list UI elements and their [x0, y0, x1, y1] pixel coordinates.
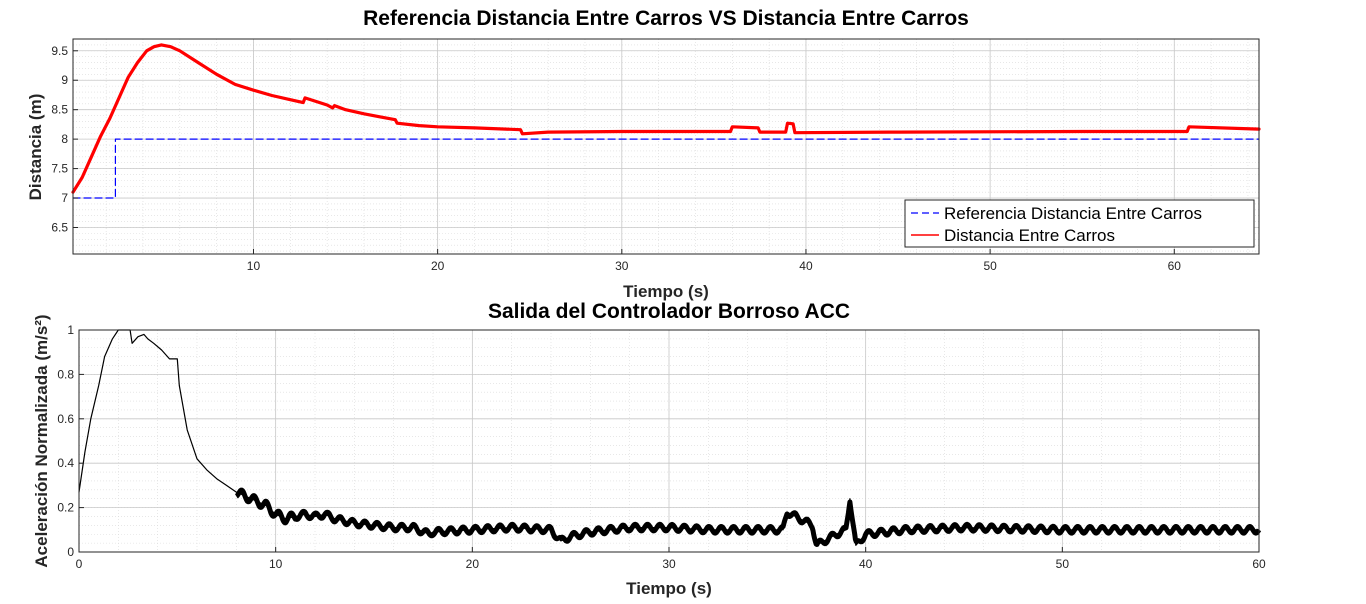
legend-box [904, 199, 1255, 248]
distance-chart: 10 20 30 40 50 60 6.5 7 7.5 8 8.5 9 9.5 Referencia D… [26, 7, 1261, 301]
y-tick-label: 7 [61, 191, 68, 205]
x-tick-label: 40 [799, 259, 813, 273]
y-tick-label: 1 [67, 323, 74, 337]
y-tick-label: 0.4 [57, 456, 74, 470]
y-tick-label: 0.6 [57, 412, 74, 426]
x-tick-label: 60 [1252, 557, 1266, 571]
controller-output-chart: 0 10 20 30 40 50 60 0 0.2 0.4 0.6 0.8 1 Salida del C… [32, 300, 1266, 598]
x-tick-label: 50 [1056, 557, 1070, 571]
x-tick-label: 0 [76, 557, 83, 571]
y-tick-label: 9.5 [51, 44, 68, 58]
x-tick-label: 50 [983, 259, 997, 273]
x-tick-label: 60 [1168, 259, 1182, 273]
controller-x-axis-label: Tiempo (s) [626, 579, 712, 598]
controller-y-axis-label: Aceleración Normalizada (m/s²) [32, 314, 51, 567]
x-tick-label: 30 [615, 259, 629, 273]
controller-output-band [234, 487, 1262, 547]
distance-tick-labels: 10 20 30 40 50 60 6.5 7 7.5 8 8.5 9 9.5 [51, 44, 1181, 273]
y-tick-label: 9 [61, 73, 68, 87]
x-tick-label: 10 [269, 557, 283, 571]
controller-chart-title: Salida del Controlador Borroso ACC [488, 300, 850, 323]
x-tick-label: 10 [247, 259, 261, 273]
distance-axes-box [72, 38, 1260, 255]
distance-y-axis-label: Distancia (m) [26, 94, 45, 201]
y-tick-label: 6.5 [51, 220, 68, 234]
x-tick-label: 40 [859, 557, 873, 571]
y-tick-label: 8 [61, 132, 68, 146]
y-tick-label: 0.8 [57, 367, 74, 381]
y-tick-label: 0.2 [57, 501, 74, 515]
controller-tick-labels: 0 10 20 30 40 50 60 0 0.2 0.4 0.6 0.8 1 [57, 323, 1266, 571]
x-tick-label: 20 [431, 259, 445, 273]
reference-distance-line [72, 138, 1260, 199]
controller-series-group [78, 329, 1262, 547]
legend-distance-label: Distancia Entre Carros [944, 226, 1115, 245]
y-tick-label: 8.5 [51, 103, 68, 117]
x-tick-label: 20 [466, 557, 480, 571]
distance-x-axis-label: Tiempo (s) [623, 282, 709, 301]
distance-series-group [71, 43, 1261, 199]
legend-reference-label: Referencia Distancia Entre Carros [944, 204, 1202, 223]
y-tick-label: 0 [67, 545, 74, 559]
x-tick-label: 30 [662, 557, 676, 571]
distance-chart-title: Referencia Distancia Entre Carros VS Dis… [363, 7, 969, 30]
y-tick-label: 7.5 [51, 162, 68, 176]
distance-line [71, 43, 1261, 194]
distance-legend: Referencia Distancia Entre Carros Distan… [904, 199, 1255, 248]
